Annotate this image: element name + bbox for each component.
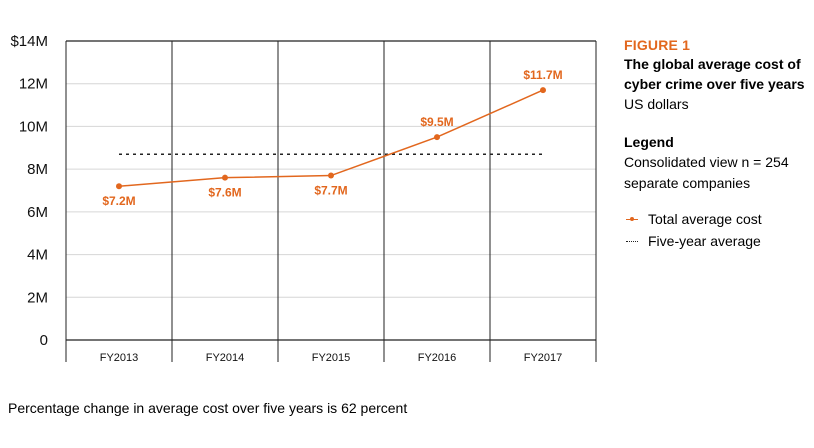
y-tick-label: 12M: [19, 76, 48, 93]
figure-title: The global average cost of cyber crime o…: [624, 56, 805, 92]
x-tick-label: FY2013: [100, 352, 139, 364]
data-point: [222, 174, 228, 181]
data-labels: $7.2M $7.6M $7.7M $9.5M $11.7M: [102, 68, 562, 208]
legend-item-five-year-average: Five-year average: [624, 230, 809, 252]
x-tick-label: FY2016: [418, 352, 457, 364]
legend: Total average cost Five-year average: [624, 208, 809, 252]
legend-description: Consolidated view n = 254 separate compa…: [624, 154, 789, 191]
x-tick-label: FY2014: [206, 352, 245, 364]
legend-item-total-average-cost: Total average cost: [624, 208, 809, 230]
data-label: $7.6M: [208, 186, 241, 200]
series-line-total-average-cost: [118, 89, 544, 187]
figure-side-panel: FIGURE 1 The global average cost of cybe…: [624, 36, 809, 252]
x-tick-label: FY2015: [312, 352, 351, 364]
gridlines: [65, 40, 597, 362]
x-tick-label: FY2017: [524, 352, 563, 364]
y-axis: 0 2M 4M 6M 8M 10M 12M $14M: [10, 33, 48, 349]
legend-label: Total average cost: [648, 211, 762, 227]
series-layer: [116, 87, 546, 190]
data-point: [328, 172, 334, 179]
figure-label: FIGURE 1: [624, 37, 691, 53]
data-point: [434, 134, 440, 141]
data-label: $7.7M: [314, 184, 347, 198]
y-tick-label: 4M: [27, 247, 48, 264]
y-tick-label: $14M: [10, 33, 48, 50]
line-marker-icon: [624, 214, 640, 224]
y-tick-label: 10M: [19, 118, 48, 135]
data-label: $11.7M: [523, 68, 562, 82]
data-point: [540, 87, 546, 94]
data-point: [116, 183, 122, 190]
dotted-line-icon: [624, 236, 640, 246]
y-tick-label: 0: [40, 332, 48, 349]
footnote: Percentage change in average cost over f…: [8, 400, 408, 416]
x-axis: FY2013 FY2014 FY2015 FY2016 FY2017: [100, 352, 563, 364]
data-label: $9.5M: [420, 115, 453, 129]
y-tick-label: 6M: [27, 204, 48, 221]
figure-unit: US dollars: [624, 96, 689, 112]
legend-title: Legend: [624, 134, 674, 150]
legend-label: Five-year average: [648, 233, 761, 249]
y-tick-label: 2M: [27, 289, 48, 306]
data-label: $7.2M: [102, 194, 135, 208]
y-tick-label: 8M: [27, 161, 48, 178]
